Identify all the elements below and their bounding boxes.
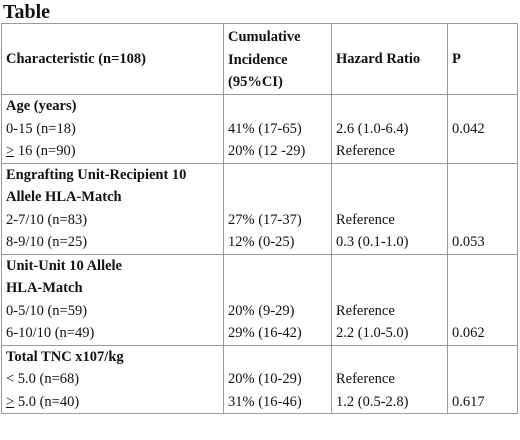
table-row: Age (years) 0-15 (n=18) > 16 (n=90) 41% … — [1, 94, 518, 164]
hr-value: Reference — [336, 371, 395, 387]
characteristic-cell: Total TNC x107/kg < 5.0 (n=68) > 5.0 (n=… — [1, 344, 224, 414]
header-cumulative-incidence: Cumulative Incidence (95%CI) — [223, 23, 332, 95]
p-value — [452, 209, 517, 232]
row-label: 0-5/10 (n=59) — [6, 302, 88, 319]
row-label-text: 5.0 (n=40) — [14, 393, 80, 410]
ge-symbol: > — [6, 143, 15, 159]
p-value: 0.062 — [452, 325, 485, 341]
p-value — [452, 140, 517, 163]
hr-value: 2.2 (1.0-5.0) — [336, 325, 409, 341]
results-table: Characteristic (n=108) Cumulative Incide… — [1, 23, 518, 414]
ci-cell: 20% (10-29) 31% (16-46) — [223, 344, 332, 414]
hr-value: Reference — [336, 302, 395, 319]
table-title: Table — [3, 1, 51, 23]
row-label: 8-9/10 (n=25) — [6, 234, 88, 250]
ci-value: 20% (10-29) — [228, 371, 302, 387]
header-ci-line: Cumulative — [228, 29, 301, 46]
ci-cell: 41% (17-65) 20% (12 -29) — [223, 94, 332, 164]
header-hazard-ratio: Hazard Ratio — [331, 23, 448, 95]
section-heading: Engrafting Unit-Recipient 10 — [6, 166, 187, 183]
table-row: Total TNC x107/kg < 5.0 (n=68) > 5.0 (n=… — [1, 344, 518, 414]
ci-value: 29% (16-42) — [228, 325, 302, 341]
p-cell: 0.053 — [447, 162, 518, 255]
row-label: < 5.0 (n=68) — [6, 371, 80, 387]
hr-value: 0.3 (0.1-1.0) — [336, 234, 409, 250]
header-p: P — [447, 23, 518, 95]
section-heading: Total TNC x107/kg — [6, 348, 124, 365]
p-cell: 0.617 — [447, 344, 518, 414]
characteristic-cell: Unit-Unit 10 Allele HLA-Match 0-5/10 (n=… — [1, 253, 224, 346]
row-label-text: 16 (n=90) — [14, 143, 76, 159]
hr-value: 1.2 (0.5-2.8) — [336, 393, 409, 410]
row-label: > 16 (n=90) — [6, 140, 223, 163]
section-heading: Allele HLA-Match — [6, 189, 122, 205]
ci-value: 12% (0-25) — [228, 234, 295, 250]
p-cell: 0.042 — [447, 94, 518, 164]
characteristic-cell: Engrafting Unit-Recipient 10 Allele HLA-… — [1, 162, 224, 255]
hr-value: 2.6 (1.0-6.4) — [336, 120, 409, 137]
ci-value: 41% (17-65) — [228, 120, 302, 137]
hr-cell: Reference 1.2 (0.5-2.8) — [331, 344, 448, 414]
section-heading: Age (years) — [6, 98, 77, 114]
row-label: 6-10/10 (n=49) — [6, 325, 95, 341]
header-characteristic: Characteristic (n=108) — [1, 23, 224, 95]
p-value — [452, 300, 517, 323]
section-heading: HLA-Match — [6, 280, 83, 296]
ge-symbol: > — [6, 393, 15, 410]
ci-value: 20% (12 -29) — [228, 143, 306, 159]
p-value: 0.053 — [452, 234, 485, 250]
header-ci-line: Incidence — [228, 51, 288, 68]
p-value — [452, 368, 517, 391]
ci-value: 31% (16-46) — [228, 393, 302, 410]
ci-value: 27% (17-37) — [228, 211, 302, 228]
ci-value: 20% (9-29) — [228, 302, 295, 319]
p-value: 0.042 — [452, 120, 485, 137]
row-label: 0-15 (n=18) — [6, 120, 76, 137]
hr-value: Reference — [336, 211, 395, 228]
characteristic-cell: Age (years) 0-15 (n=18) > 16 (n=90) — [1, 94, 224, 164]
p-value: 0.617 — [452, 393, 485, 410]
table-row: Unit-Unit 10 Allele HLA-Match 0-5/10 (n=… — [1, 253, 518, 346]
ci-cell: 27% (17-37) 12% (0-25) — [223, 162, 332, 255]
p-cell: 0.062 — [447, 253, 518, 346]
hr-cell: Reference 0.3 (0.1-1.0) — [331, 162, 448, 255]
row-label: > 5.0 (n=40) — [6, 391, 223, 414]
header-ci-line: (95%CI) — [228, 74, 283, 91]
ci-cell: 20% (9-29) 29% (16-42) — [223, 253, 332, 346]
hr-cell: Reference 2.2 (1.0-5.0) — [331, 253, 448, 346]
row-label: 2-7/10 (n=83) — [6, 211, 88, 228]
table-row: Engrafting Unit-Recipient 10 Allele HLA-… — [1, 162, 518, 255]
hr-value: Reference — [336, 143, 395, 159]
header-row: Characteristic (n=108) Cumulative Incide… — [1, 23, 518, 95]
section-heading: Unit-Unit 10 Allele — [6, 257, 122, 274]
hr-cell: 2.6 (1.0-6.4) Reference — [331, 94, 448, 164]
